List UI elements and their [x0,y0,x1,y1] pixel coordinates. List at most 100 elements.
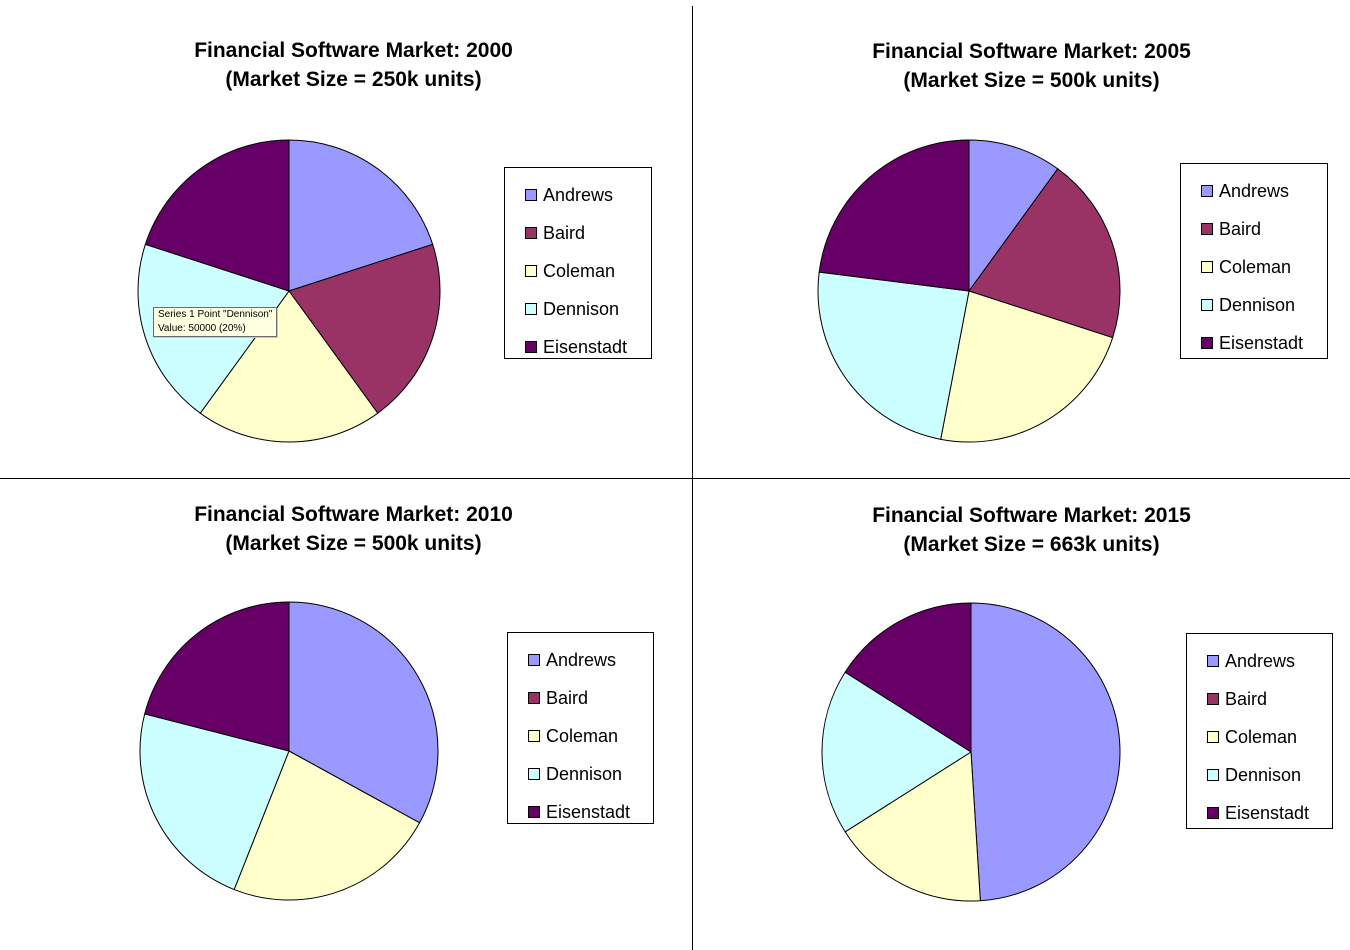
legend-item-baird[interactable]: Baird [1201,210,1327,248]
legend-swatch [1207,807,1219,819]
pie-slice-dennison[interactable] [139,713,290,891]
chart-subtitle: (Market Size = 500k units) [903,69,1160,92]
legend-swatch [528,654,540,666]
legend-label: Eisenstadt [1219,332,1304,353]
pie-slice-dennison[interactable] [817,271,970,440]
legend-item-andrews[interactable]: Andrews [1201,172,1327,210]
legend-label: Andrews [546,649,617,670]
legend-label: Coleman [1225,726,1298,747]
legend-label: Eisenstadt [543,336,628,357]
tooltip-value: Value: 50000 (20%) [158,323,246,334]
legend-2000: Andrews Baird Coleman Dennison Eisenstadt [504,167,652,359]
legend-swatch [528,692,540,704]
pie-slice-andrews[interactable] [288,601,439,824]
chart-panel-2015: Financial Software Market: 2015 (Market … [694,480,1350,950]
legend-item-coleman[interactable]: Coleman [1201,248,1327,286]
legend-2005: Andrews Baird Coleman Dennison Eisenstadt [1180,163,1328,359]
legend-item-baird[interactable]: Baird [528,679,653,717]
legend-item-andrews[interactable]: Andrews [1207,642,1332,680]
legend-swatch [1201,299,1213,311]
legend-swatch [525,189,537,201]
legend-swatch [528,806,540,818]
chart-title-line: Financial Software Market: 2015 [872,504,1191,527]
pie-slice-baird[interactable] [288,243,441,414]
legend-label: Dennison [1225,764,1302,785]
legend-item-eisenstadt[interactable]: Eisenstadt [1201,324,1327,362]
pie-slice-andrews[interactable] [968,139,1059,293]
pie-slice-eisenstadt[interactable] [844,602,972,753]
pie-slice-eisenstadt[interactable] [144,601,290,752]
pie-slice-andrews[interactable] [288,139,434,292]
pie-slice-coleman[interactable] [844,751,981,902]
legend-item-baird[interactable]: Baird [1207,680,1332,718]
pie-slice-coleman[interactable] [940,290,1114,443]
legend-swatch [1207,693,1219,705]
legend-swatch [528,730,540,742]
legend-item-coleman[interactable]: Coleman [528,717,653,755]
horizontal-divider [0,478,1350,479]
legend-item-dennison[interactable]: Dennison [528,755,653,793]
chart-title-line: Financial Software Market: 2005 [872,40,1191,63]
legend-label: Coleman [546,725,619,746]
legend-swatch [525,341,537,353]
legend-label: Baird [546,687,589,708]
chart-title: Financial Software Market: 2015 (Market … [694,501,1350,559]
legend-label: Andrews [543,184,614,205]
legend-item-eisenstadt[interactable]: Eisenstadt [1207,794,1332,832]
pie-slice-eisenstadt[interactable] [818,139,970,292]
chart-subtitle: (Market Size = 250k units) [225,68,482,91]
legend-swatch [525,227,537,239]
tooltip-series-point: Series 1 Point "Dennison" [158,309,273,320]
legend-item-eisenstadt[interactable]: Eisenstadt [528,793,653,831]
legend-label: Dennison [1219,294,1296,315]
legend-item-eisenstadt[interactable]: Eisenstadt [525,328,651,366]
legend-2010: Andrews Baird Coleman Dennison Eisenstadt [507,632,654,824]
legend-label: Andrews [1225,650,1296,671]
chart-title-line: Financial Software Market: 2000 [194,39,513,62]
legend-label: Coleman [543,260,616,281]
chart-subtitle: (Market Size = 500k units) [225,532,482,555]
chart-title: Financial Software Market: 2005 (Market … [694,37,1350,95]
legend-swatch [1207,769,1219,781]
legend-item-coleman[interactable]: Coleman [1207,718,1332,756]
legend-swatch [525,265,537,277]
legend-swatch [528,768,540,780]
pie-slice-eisenstadt[interactable] [144,139,290,292]
legend-item-dennison[interactable]: Dennison [525,290,651,328]
chart-title-line: Financial Software Market: 2010 [194,503,513,526]
data-point-tooltip: Series 1 Point "Dennison" Value: 50000 (… [153,307,278,337]
legend-label: Eisenstadt [1225,802,1310,823]
pie-slice-andrews[interactable] [970,602,1121,902]
legend-swatch [1207,731,1219,743]
chart-panel-2005: Financial Software Market: 2005 (Market … [694,0,1350,470]
chart-title: Financial Software Market: 2010 (Market … [16,500,691,558]
legend-label: Coleman [1219,256,1292,277]
pie-slice-dennison[interactable] [821,671,972,833]
chart-panel-2000: Financial Software Market: 2000 (Market … [16,0,691,470]
legend-label: Baird [1219,218,1262,239]
chart-subtitle: (Market Size = 663k units) [903,533,1160,556]
legend-item-dennison[interactable]: Dennison [1207,756,1332,794]
pie-slice-baird[interactable] [968,168,1121,339]
legend-swatch [1201,223,1213,235]
legend-label: Dennison [546,763,623,784]
legend-item-andrews[interactable]: Andrews [525,176,651,214]
legend-item-baird[interactable]: Baird [525,214,651,252]
legend-label: Baird [1225,688,1268,709]
pie-slice-coleman[interactable] [233,750,421,901]
legend-swatch [1207,655,1219,667]
legend-label: Eisenstadt [546,801,631,822]
chart-title: Financial Software Market: 2000 (Market … [16,36,691,94]
pie-slice-coleman[interactable] [199,290,379,443]
legend-item-coleman[interactable]: Coleman [525,252,651,290]
legend-item-dennison[interactable]: Dennison [1201,286,1327,324]
legend-swatch [1201,185,1213,197]
legend-label: Baird [543,222,586,243]
legend-item-andrews[interactable]: Andrews [528,641,653,679]
legend-2015: Andrews Baird Coleman Dennison Eisenstadt [1186,633,1333,829]
legend-swatch [1201,337,1213,349]
